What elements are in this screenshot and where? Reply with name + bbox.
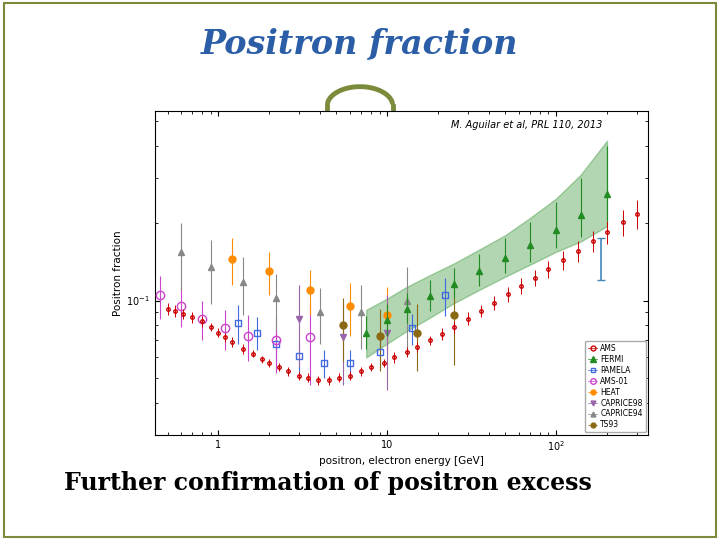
Y-axis label: Positron fraction: Positron fraction: [113, 230, 123, 315]
Text: Positron fraction: Positron fraction: [202, 27, 518, 60]
X-axis label: positron, electron energy [GeV]: positron, electron energy [GeV]: [319, 456, 484, 466]
Text: Further confirmation of positron excess: Further confirmation of positron excess: [63, 471, 592, 495]
Legend: AMS, FERMI, PAMELA, AMS-01, HEAT, CAPRICE98, CAPRICE94, TS93: AMS, FERMI, PAMELA, AMS-01, HEAT, CAPRIC…: [585, 341, 646, 433]
Text: M. Aguilar et al, PRL 110, 2013: M. Aguilar et al, PRL 110, 2013: [451, 120, 602, 131]
